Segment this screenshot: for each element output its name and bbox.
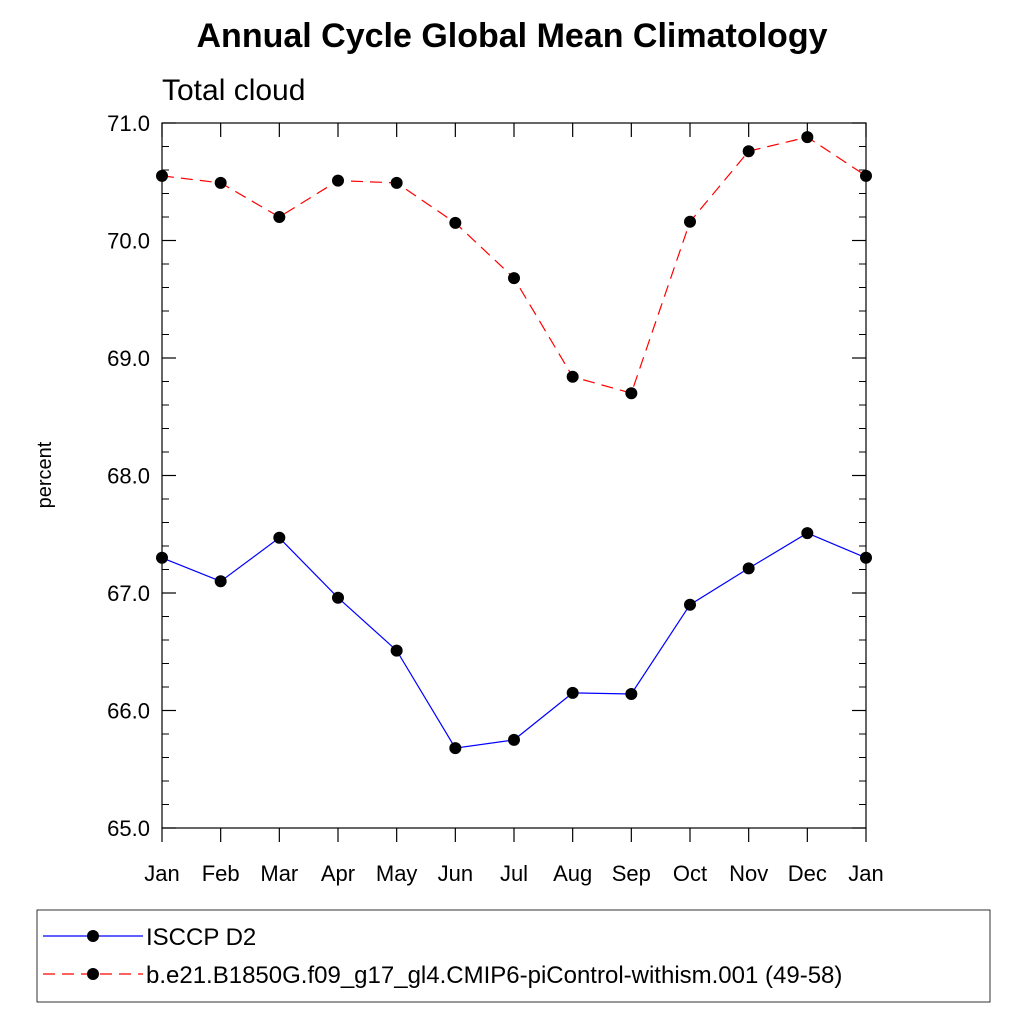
x-tick-label: Nov (729, 861, 768, 886)
series-line (161, 532, 867, 749)
x-tick-label: Apr (321, 861, 355, 886)
data-point (508, 733, 520, 746)
x-tick-label: Jun (438, 861, 473, 886)
legend-marker (87, 968, 99, 980)
data-point (625, 387, 638, 400)
y-tick-label: 68.0 (107, 464, 150, 489)
data-point (742, 145, 755, 158)
y-axis-label: percent (34, 441, 56, 508)
series-2 (156, 131, 872, 400)
x-tick-label: Dec (788, 861, 827, 886)
y-tick-label: 69.0 (107, 346, 150, 371)
data-point (566, 370, 579, 383)
data-point (390, 644, 403, 657)
y-tick-label: 65.0 (107, 816, 150, 841)
data-point (390, 176, 403, 189)
data-point (860, 169, 872, 182)
data-point (273, 531, 286, 544)
chart-subtitle: Total cloud (162, 74, 305, 107)
data-point (508, 272, 520, 285)
data-point (273, 211, 286, 223)
legend-box (36, 909, 991, 1003)
data-point (742, 562, 755, 575)
axis-ticks (161, 122, 867, 842)
data-point (801, 131, 814, 144)
legend-label: ISCCP D2 (146, 924, 256, 951)
x-tick-label: Sep (612, 861, 651, 886)
data-point (156, 169, 168, 182)
series-line (161, 136, 867, 394)
y-tick-label: 71.0 (107, 111, 150, 136)
x-tick-label: Jan (144, 861, 179, 886)
chart-title: Annual Cycle Global Mean Climatology (197, 17, 828, 55)
y-tick-label: 67.0 (107, 581, 150, 606)
data-point (332, 174, 344, 187)
legend-item: ISCCP D2 (43, 924, 256, 951)
series-1 (156, 527, 872, 755)
x-tick-label: Jan (848, 861, 883, 886)
y-tick-labels: 65.0 66.0 67.0 68.0 69.0 70.0 71.0 (107, 111, 150, 841)
data-point (449, 742, 462, 755)
legend-label: b.e21.B1850G.f09_g17_gl4.CMIP6-piControl… (146, 962, 842, 989)
data-point (332, 591, 344, 604)
data-point (449, 216, 462, 229)
x-tick-label: Oct (673, 861, 707, 886)
series-layer (156, 131, 872, 755)
data-point (214, 176, 227, 189)
data-point (860, 551, 872, 564)
x-tick-label: Feb (202, 861, 240, 886)
data-point (801, 527, 814, 540)
legend: ISCCP D2 b.e21.B1850G.f09_g17_gl4.CMIP6-p… (36, 909, 991, 1003)
plot-frame (161, 122, 867, 829)
data-point (156, 551, 168, 564)
x-tick-label: Aug (553, 861, 592, 886)
y-tick-label: 70.0 (107, 229, 150, 254)
x-tick-labels: Jan Feb Mar Apr May Jun Jul Aug Sep Oct Nov Dec Jan (144, 861, 883, 886)
data-point (566, 686, 579, 699)
data-point (214, 575, 227, 588)
data-point (684, 215, 696, 228)
x-tick-label: Mar (260, 861, 298, 886)
data-point (684, 598, 696, 611)
legend-item: b.e21.B1850G.f09_g17_gl4.CMIP6-piControl… (43, 962, 842, 989)
x-tick-label: Jul (500, 861, 528, 886)
x-tick-label: May (376, 861, 418, 886)
data-point (625, 688, 638, 701)
y-tick-label: 66.0 (107, 699, 150, 724)
legend-marker (87, 930, 99, 942)
